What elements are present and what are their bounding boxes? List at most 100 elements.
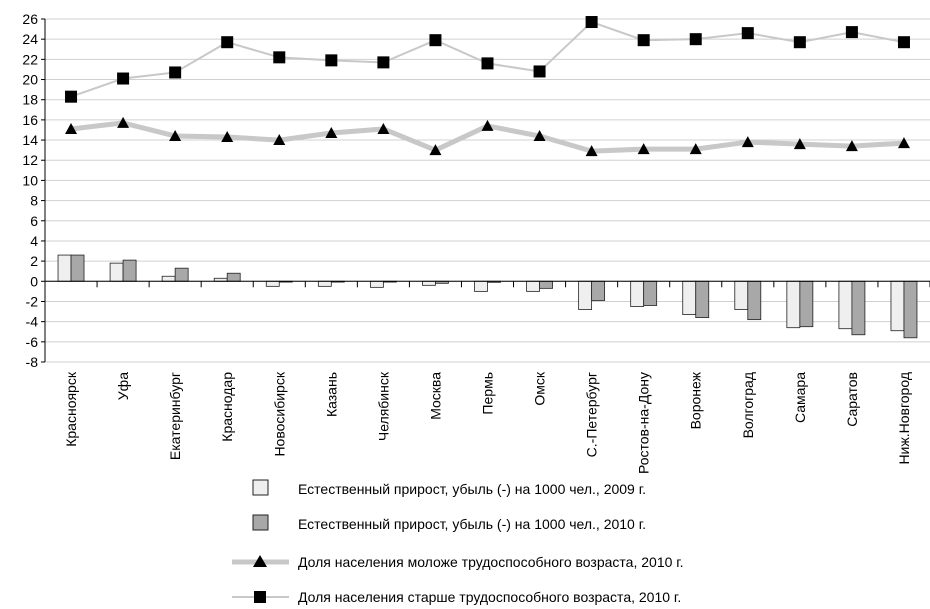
triangle-marker — [585, 145, 598, 157]
bar — [226, 272, 241, 282]
x-category-label: Самара — [792, 372, 808, 423]
y-tick-label: 20 — [22, 72, 38, 88]
legend-item: Естественный прирост, убыль (-) на 1000 … — [252, 479, 646, 497]
square-marker — [221, 36, 234, 49]
bar — [474, 280, 488, 292]
triangle-marker — [429, 144, 442, 156]
square-marker — [845, 26, 858, 39]
triangle-marker — [117, 116, 130, 128]
bar — [591, 280, 606, 301]
legend-label: Естественный прирост, убыль (-) на 1000 … — [298, 481, 646, 497]
y-tick-label: 2 — [30, 253, 38, 269]
y-tick-label: -2 — [26, 293, 39, 309]
square-marker — [897, 36, 910, 49]
axes — [41, 18, 930, 363]
square-marker — [117, 72, 130, 85]
triangle-marker — [689, 143, 702, 155]
legend-label: Доля населения старше трудоспособного во… — [298, 589, 681, 605]
bar — [57, 254, 72, 282]
y-tick-label: 10 — [22, 172, 38, 188]
triangle-marker — [325, 126, 338, 138]
triangle-marker — [377, 122, 390, 134]
bar — [682, 280, 697, 315]
bar — [838, 280, 853, 330]
bar — [786, 280, 801, 329]
triangle-marker — [221, 131, 234, 143]
x-category-label: Красноярск — [63, 371, 79, 447]
y-tick-label: 12 — [22, 152, 38, 168]
legend-swatch — [252, 479, 269, 496]
square-icon — [254, 591, 266, 603]
bar — [695, 280, 710, 319]
triangle-marker — [741, 136, 754, 148]
triangle-marker — [897, 137, 910, 149]
bars — [57, 254, 918, 339]
x-category-label: Москва — [427, 372, 443, 420]
legend-item: Естественный прирост, убыль (-) на 1000 … — [252, 514, 646, 532]
bar — [265, 280, 280, 287]
bar — [422, 280, 436, 286]
legend-swatch — [252, 514, 269, 531]
bar — [851, 280, 866, 336]
legend-label: Доля населения моложе трудоспособного во… — [298, 554, 684, 570]
x-category-labels: Красноярск Уфа Екатеринбург Краснодар Новоси… — [63, 371, 912, 474]
x-category-label: Ростов-на-Дону — [636, 372, 652, 474]
square-marker — [689, 33, 702, 46]
bar — [747, 280, 762, 321]
y-tick-label: 16 — [22, 112, 38, 128]
bar — [578, 280, 593, 310]
square-marker — [377, 56, 390, 69]
y-tick-label: -8 — [26, 354, 39, 370]
x-category-label: Саратов — [844, 372, 860, 427]
y-tick-label: 8 — [30, 193, 38, 209]
square-marker — [429, 34, 442, 47]
square-marker — [481, 57, 494, 70]
bar — [643, 280, 658, 306]
square-marker — [169, 66, 182, 79]
y-tick-label: -6 — [26, 334, 39, 350]
square-marker — [585, 16, 598, 29]
x-category-label: Омск — [532, 371, 548, 406]
legend-label: Естественный прирост, убыль (-) на 1000 … — [298, 516, 646, 532]
square-marker — [741, 27, 754, 40]
triangle-marker — [169, 130, 182, 142]
y-tick-label: 22 — [22, 51, 38, 67]
triangle-marker — [533, 130, 546, 142]
y-tick-label: 6 — [30, 213, 38, 229]
x-category-label: Казань — [323, 372, 339, 417]
square-marker — [325, 54, 338, 67]
bar — [109, 262, 124, 282]
y-tick-label: 26 — [22, 11, 38, 27]
bar — [903, 280, 918, 339]
bar — [526, 280, 540, 292]
triangle-marker — [793, 138, 806, 150]
x-category-label: Челябинск — [375, 371, 391, 441]
triangle-marker — [481, 119, 494, 131]
square-marker — [273, 51, 286, 64]
y-tick-label: 0 — [30, 273, 38, 289]
bar — [317, 280, 332, 287]
y-tick-label: -4 — [26, 314, 39, 330]
x-category-label: С.-Петербург — [584, 372, 600, 457]
x-category-label: Ниж.Новгород — [896, 372, 912, 465]
legend: Естественный прирост, убыль (-) на 1000 … — [232, 479, 684, 605]
bar — [630, 280, 645, 307]
triangle-marker — [273, 134, 286, 146]
square-marker — [533, 65, 546, 78]
y-tick-label: 24 — [22, 31, 38, 47]
y-tick-label: 14 — [22, 132, 38, 148]
square-marker — [793, 36, 806, 49]
triangle-marker — [637, 143, 650, 155]
bar — [70, 254, 85, 282]
y-tick-label: 18 — [22, 92, 38, 108]
bar — [174, 267, 189, 282]
x-category-label: Воронеж — [688, 371, 704, 429]
square-marker — [65, 90, 78, 103]
bar — [539, 280, 553, 289]
bar — [799, 280, 814, 328]
x-category-label: Волгоград — [740, 372, 756, 438]
bar — [161, 275, 176, 282]
legend-item: Доля населения старше трудоспособного во… — [232, 589, 681, 605]
